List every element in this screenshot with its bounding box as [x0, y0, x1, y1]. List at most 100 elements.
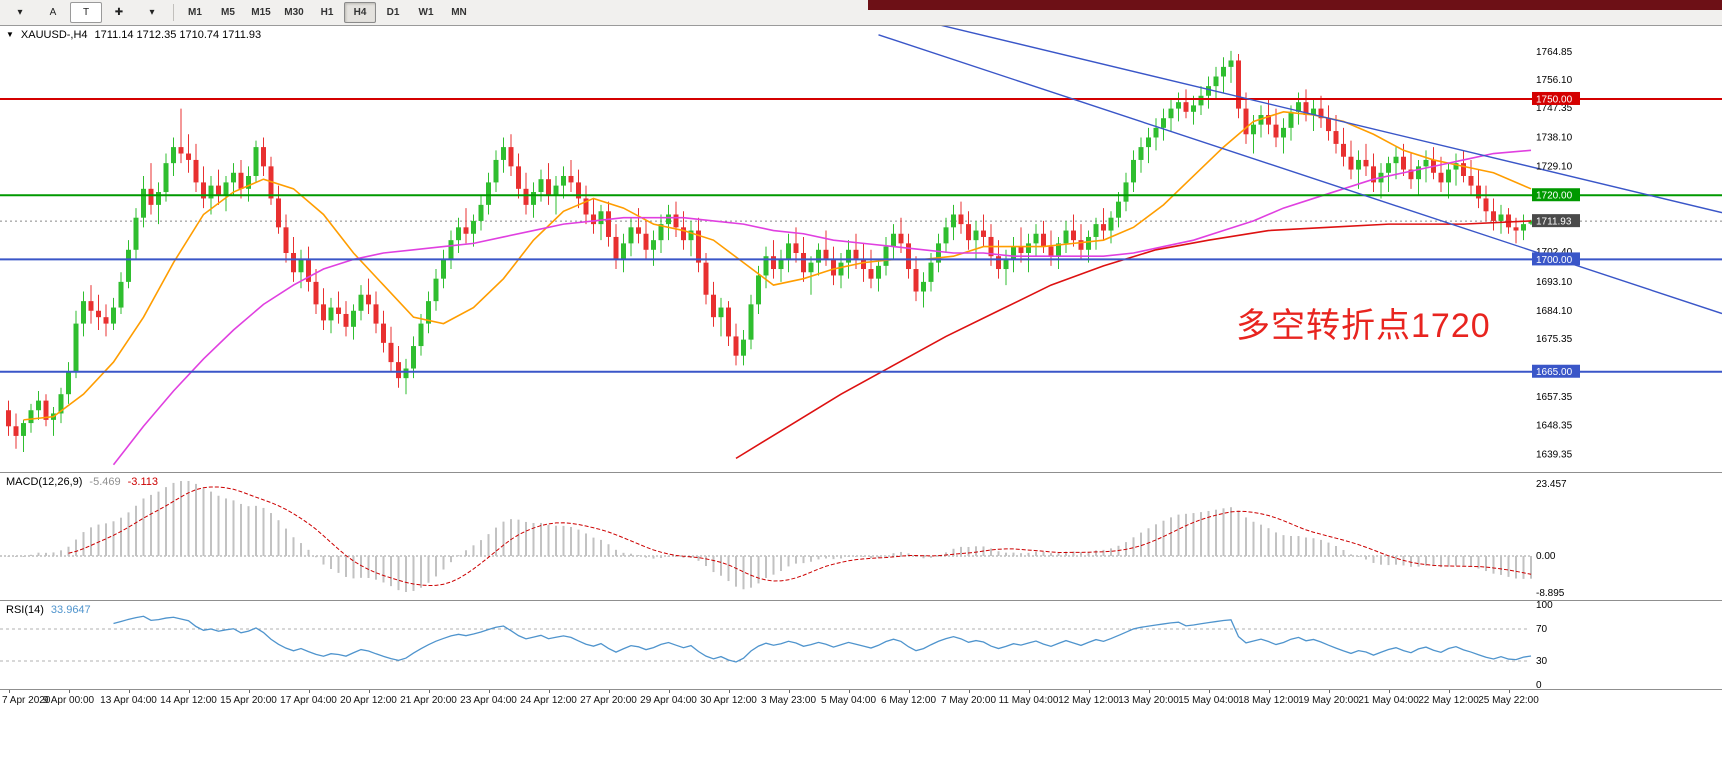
- svg-text:1657.35: 1657.35: [1536, 392, 1573, 403]
- time-tick: [1148, 690, 1150, 693]
- time-tick: [908, 690, 910, 693]
- time-tick: [1508, 690, 1510, 693]
- svg-text:1711.93: 1711.93: [1536, 217, 1572, 228]
- panel-separator-rsi[interactable]: [0, 600, 1722, 601]
- time-tick: [668, 690, 670, 693]
- time-label: 11 May 04:00: [998, 695, 1059, 706]
- ma-slow-red: [735, 220, 1532, 460]
- rsi-title: RSI(14) 33.9647: [6, 604, 91, 616]
- time-tick: [1268, 690, 1270, 693]
- chart-menu-dropdown[interactable]: ▾: [17, 7, 23, 18]
- time-label: 12 May 12:00: [1058, 695, 1119, 706]
- timeframe-button-mn[interactable]: MN: [451, 7, 467, 18]
- time-tick: [1448, 690, 1450, 693]
- svg-text:1665.00: 1665.00: [1536, 367, 1573, 378]
- time-tick: [968, 690, 970, 693]
- svg-text:1675.35: 1675.35: [1536, 334, 1573, 345]
- time-tick: [188, 690, 190, 693]
- time-label: 7 Apr 2020: [2, 695, 51, 706]
- time-tick: [848, 690, 850, 693]
- time-label: 14 Apr 12:00: [160, 695, 217, 706]
- timeframe-button-m5[interactable]: M5: [221, 7, 235, 18]
- template-tool-button[interactable]: T: [70, 2, 102, 23]
- svg-text:1700.00: 1700.00: [1536, 255, 1573, 266]
- time-tick: [1208, 690, 1210, 693]
- objects-dropdown[interactable]: ▾: [149, 7, 155, 18]
- time-label: 23 Apr 04:00: [460, 695, 517, 706]
- chart-ohlc-values: 1711.14 1712.35 1710.74 1711.93: [94, 29, 262, 41]
- svg-text:23.457: 23.457: [1536, 479, 1567, 490]
- timeframe-button-h1[interactable]: H1: [320, 7, 334, 18]
- svg-text:70: 70: [1536, 624, 1548, 635]
- timeframe-button-m1[interactable]: M1: [188, 7, 202, 18]
- time-label: 30 Apr 12:00: [700, 695, 757, 706]
- time-label: 19 May 20:00: [1298, 695, 1359, 706]
- time-label: 22 May 12:00: [1418, 695, 1479, 706]
- time-label: 9 Apr 00:00: [42, 695, 95, 706]
- time-tick: [1028, 690, 1030, 693]
- time-label: 17 Apr 04:00: [280, 695, 337, 706]
- timeframe-button-d1[interactable]: D1: [386, 7, 400, 18]
- svg-text:1747.35: 1747.35: [1536, 103, 1573, 114]
- timeframe-buttons: M1 M5 M15 M30 H1 H4 D1 W1 MN: [179, 2, 475, 23]
- rsi-plot[interactable]: 100 70 30 0: [0, 600, 1722, 691]
- timeframe-button-m30[interactable]: M30: [284, 7, 304, 18]
- time-label: 3 May 23:00: [760, 695, 817, 706]
- rsi-panel[interactable]: RSI(14) 33.9647 100 70 30 0: [0, 600, 1722, 691]
- time-tick: [548, 690, 550, 693]
- time-tick: [1388, 690, 1390, 693]
- time-label: 6 May 12:00: [880, 695, 937, 706]
- rsi-label: RSI(14): [6, 604, 44, 616]
- time-tick: [8, 690, 10, 693]
- svg-text:1693.10: 1693.10: [1536, 277, 1573, 288]
- time-tick: [1328, 690, 1330, 693]
- time-tick: [788, 690, 790, 693]
- top-right-band: [868, 0, 1722, 10]
- time-label: 15 Apr 20:00: [220, 695, 277, 706]
- candlestick-plot[interactable]: 1764.851756.101747.351738.101729.101702.…: [0, 0, 1722, 472]
- chart-title: ▼ XAUUSD-,H4 1711.14 1712.35 1710.74 171…: [6, 29, 261, 41]
- panel-separator-macd[interactable]: [0, 472, 1722, 473]
- time-label: 7 May 20:00: [940, 695, 997, 706]
- macd-panel[interactable]: MACD(12,26,9) -5.469 -3.113 23.457 0.00 -8…: [0, 473, 1722, 600]
- chart-expand-icon[interactable]: ▼: [6, 30, 14, 39]
- time-tick: [68, 690, 70, 693]
- price-panel[interactable]: ▼ XAUUSD-,H4 1711.14 1712.35 1710.74 171…: [0, 0, 1722, 472]
- macd-plot[interactable]: 23.457 0.00 -8.895: [0, 473, 1722, 600]
- tools-group: ▾ A T ✚ ▾: [4, 2, 168, 23]
- timeframe-button-m15[interactable]: M15: [251, 7, 271, 18]
- crosshair-tool-button[interactable]: ✚: [114, 7, 124, 18]
- time-label: 24 Apr 12:00: [520, 695, 577, 706]
- toolbar-separator: [173, 4, 174, 21]
- time-tick: [608, 690, 610, 693]
- rsi-value: 33.9647: [50, 604, 91, 616]
- time-tick: [728, 690, 730, 693]
- svg-text:1750.00: 1750.00: [1536, 94, 1573, 105]
- time-tick: [248, 690, 250, 693]
- time-label: 20 Apr 12:00: [340, 695, 397, 706]
- time-label: 25 May 22:00: [1478, 695, 1539, 706]
- time-tick: [368, 690, 370, 693]
- macd-main-value: -5.469: [89, 476, 121, 488]
- svg-text:30: 30: [1536, 656, 1548, 667]
- ma-fast-orange: [23, 110, 1532, 421]
- time-tick: [428, 690, 430, 693]
- svg-text:1729.10: 1729.10: [1536, 162, 1573, 173]
- time-label: 29 Apr 04:00: [640, 695, 697, 706]
- time-label: 15 May 04:00: [1178, 695, 1239, 706]
- time-tick: [128, 690, 130, 693]
- time-label: 13 May 20:00: [1118, 695, 1179, 706]
- time-tick: [308, 690, 310, 693]
- time-tick: [488, 690, 490, 693]
- time-label: 13 Apr 04:00: [100, 695, 157, 706]
- timeframe-button-h4[interactable]: H4: [344, 2, 376, 23]
- svg-text:1648.35: 1648.35: [1536, 421, 1573, 432]
- time-axis[interactable]: 7 Apr 2020 9 Apr 00:00 13 Apr 04:00 14 Apr …: [0, 690, 1722, 710]
- ma-mid-magenta: [112, 149, 1532, 466]
- text-tool-button[interactable]: A: [49, 7, 57, 18]
- macd-label: MACD(12,26,9): [6, 476, 83, 488]
- time-label: 21 May 04:00: [1358, 695, 1419, 706]
- svg-text:100: 100: [1536, 601, 1553, 611]
- timeframe-button-w1[interactable]: W1: [418, 7, 434, 18]
